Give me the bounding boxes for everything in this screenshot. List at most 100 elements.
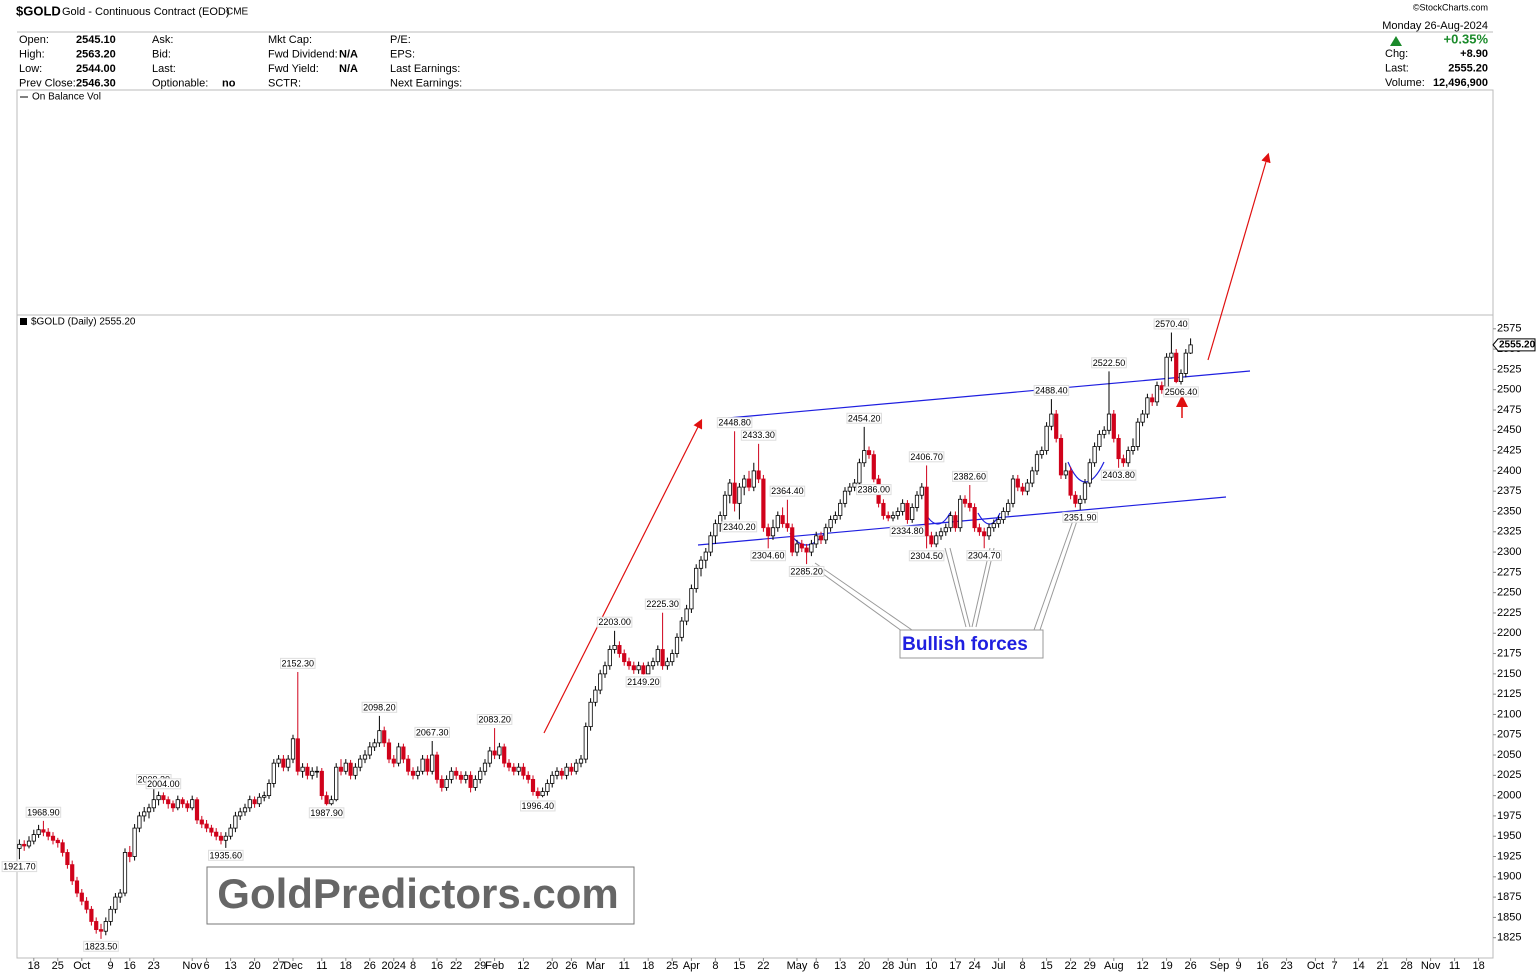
x-tick-label: 29	[474, 960, 486, 972]
candle-body	[780, 515, 785, 525]
x-tick-label: 23	[1280, 960, 1292, 972]
candle-body	[521, 766, 526, 776]
candle-body	[742, 478, 747, 488]
candle-body	[17, 843, 22, 849]
candle-body	[94, 921, 99, 930]
label-bg	[966, 550, 1002, 562]
candle-body	[65, 852, 70, 866]
candle-body	[209, 827, 214, 833]
candle-body	[842, 490, 848, 504]
y-tick-label: 2375	[1497, 485, 1521, 497]
candle-body	[794, 543, 800, 553]
price-label: 2340.20	[723, 522, 756, 532]
candle-body	[252, 799, 257, 805]
candle-body	[190, 799, 195, 809]
y-tick-label: 2050	[1497, 749, 1521, 761]
x-tick-label: 16	[124, 960, 136, 972]
candle-body	[809, 543, 814, 553]
candle-body	[1130, 446, 1136, 451]
candle-body	[175, 799, 180, 809]
candle-body	[1140, 413, 1145, 423]
x-tick-label: 28	[1400, 960, 1412, 972]
candle-body	[1054, 413, 1059, 439]
candle-body	[319, 770, 324, 797]
candle-body	[22, 843, 27, 847]
candle-body	[857, 462, 862, 484]
candle-body	[607, 649, 612, 667]
candle-body	[526, 774, 531, 780]
label-bg	[856, 484, 892, 496]
candle-body	[382, 730, 387, 744]
y-tick-label: 2000	[1497, 790, 1521, 802]
candle-body	[132, 827, 137, 857]
candle-body	[266, 783, 272, 797]
candle-body	[962, 498, 968, 504]
candle-body	[972, 507, 977, 529]
candle-body	[463, 774, 468, 780]
candle-body	[223, 835, 228, 841]
field-label: Bid:	[152, 48, 171, 60]
price-label: 2570.40	[1155, 319, 1188, 329]
field-label: High:	[19, 48, 45, 60]
candle-body	[746, 478, 752, 488]
candle-body	[1154, 385, 1160, 403]
candle-body	[890, 515, 896, 519]
last-price-tag	[1492, 338, 1536, 352]
candle-body	[838, 502, 843, 516]
candle-body	[535, 791, 540, 797]
candle-body	[1169, 352, 1174, 358]
candle-body	[492, 750, 497, 756]
candle-body	[214, 831, 219, 837]
x-tick-label: Oct	[1307, 960, 1324, 972]
y-tick-label: 2275	[1497, 566, 1521, 578]
callout-box	[899, 629, 1044, 659]
price-label: 1921.70	[3, 862, 36, 872]
label-bg	[308, 807, 345, 819]
label-bg	[1062, 511, 1098, 523]
x-tick-label: Dec	[283, 960, 303, 972]
label-bg	[908, 451, 945, 463]
candle-body	[948, 515, 953, 529]
price-label: 2454.20	[848, 413, 881, 423]
candle-body	[146, 807, 152, 813]
price-label: 2203.00	[598, 617, 631, 627]
candle-body	[713, 523, 718, 537]
x-tick-label: Oct	[73, 960, 90, 972]
y-tick-label: 2500	[1497, 384, 1521, 396]
candle-body	[458, 774, 464, 780]
candle-body	[74, 880, 80, 894]
price-label: 2433.30	[742, 430, 775, 440]
candle-body	[559, 770, 564, 776]
candle-body	[89, 908, 94, 922]
x-tick-label: Nov	[182, 960, 202, 972]
candle-body	[1049, 413, 1054, 427]
candle-body	[1178, 373, 1184, 382]
label-bg	[788, 565, 825, 577]
x-tick-label: 26	[364, 960, 376, 972]
x-tick-label: 25	[52, 960, 64, 972]
candle-body	[410, 770, 416, 776]
x-tick-label: 24	[968, 960, 980, 972]
label-bg	[721, 521, 758, 533]
candle-body	[977, 527, 982, 533]
candle-body	[425, 758, 430, 772]
candle-body	[982, 531, 987, 537]
y-tick-label: 2225	[1497, 607, 1521, 619]
x-tick-label: 11	[316, 960, 327, 972]
watermark-box	[206, 866, 635, 925]
price-label: 2351.90	[1064, 512, 1097, 522]
candle-body	[588, 701, 593, 728]
candle-body	[530, 778, 536, 792]
x-tick-label: 20	[248, 960, 260, 972]
candle-body	[1126, 450, 1131, 464]
candle-body	[185, 803, 190, 809]
field-label: Open:	[19, 34, 49, 46]
candle-body	[70, 864, 75, 882]
y-tick-label: 1875	[1497, 891, 1521, 903]
x-tick-label: 29	[1084, 960, 1096, 972]
label-bg	[83, 940, 119, 952]
candle-body	[1039, 450, 1044, 456]
label-bg	[280, 657, 316, 669]
candle-body	[26, 840, 32, 847]
candle-body	[386, 742, 392, 760]
